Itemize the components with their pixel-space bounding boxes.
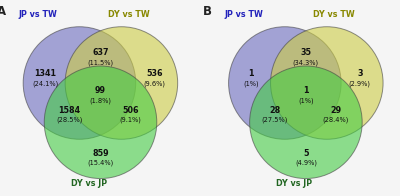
Circle shape — [228, 27, 341, 139]
Text: A: A — [0, 5, 6, 18]
Text: 506: 506 — [122, 106, 138, 115]
Text: (9.1%): (9.1%) — [120, 117, 141, 123]
Text: (1%): (1%) — [298, 97, 314, 104]
Text: (28.5%): (28.5%) — [56, 117, 83, 123]
Text: 5: 5 — [303, 149, 309, 158]
Text: DY vs JP: DY vs JP — [276, 179, 312, 188]
Text: 1: 1 — [303, 86, 309, 95]
Text: (27.5%): (27.5%) — [262, 117, 288, 123]
Text: DY vs TW: DY vs TW — [108, 10, 150, 19]
Circle shape — [44, 66, 157, 179]
Text: (15.4%): (15.4%) — [87, 160, 114, 166]
Circle shape — [250, 66, 362, 179]
Text: 3: 3 — [357, 69, 363, 78]
Text: 859: 859 — [92, 149, 109, 158]
Text: 637: 637 — [92, 48, 109, 57]
Text: (28.4%): (28.4%) — [322, 117, 349, 123]
Text: 1584: 1584 — [58, 106, 81, 115]
Text: 29: 29 — [330, 106, 341, 115]
Text: (9.6%): (9.6%) — [144, 80, 166, 87]
Text: (11.5%): (11.5%) — [88, 60, 114, 66]
Text: (2.9%): (2.9%) — [349, 80, 371, 87]
Text: (34.3%): (34.3%) — [293, 60, 319, 66]
Text: (1.8%): (1.8%) — [90, 97, 112, 104]
Text: B: B — [203, 5, 212, 18]
Text: DY vs JP: DY vs JP — [70, 179, 107, 188]
Text: 536: 536 — [146, 69, 163, 78]
Text: DY vs TW: DY vs TW — [314, 10, 355, 19]
Circle shape — [23, 27, 136, 139]
Text: (24.1%): (24.1%) — [32, 80, 59, 87]
Text: JP vs TW: JP vs TW — [19, 10, 58, 19]
Text: 1: 1 — [248, 69, 254, 78]
Circle shape — [270, 27, 383, 139]
Text: 99: 99 — [95, 86, 106, 95]
Text: (1%): (1%) — [243, 80, 259, 87]
Circle shape — [65, 27, 178, 139]
Text: 28: 28 — [269, 106, 281, 115]
Text: 35: 35 — [300, 48, 312, 57]
Text: 1341: 1341 — [34, 69, 56, 78]
Text: JP vs TW: JP vs TW — [224, 10, 263, 19]
Text: (4.9%): (4.9%) — [295, 160, 317, 166]
